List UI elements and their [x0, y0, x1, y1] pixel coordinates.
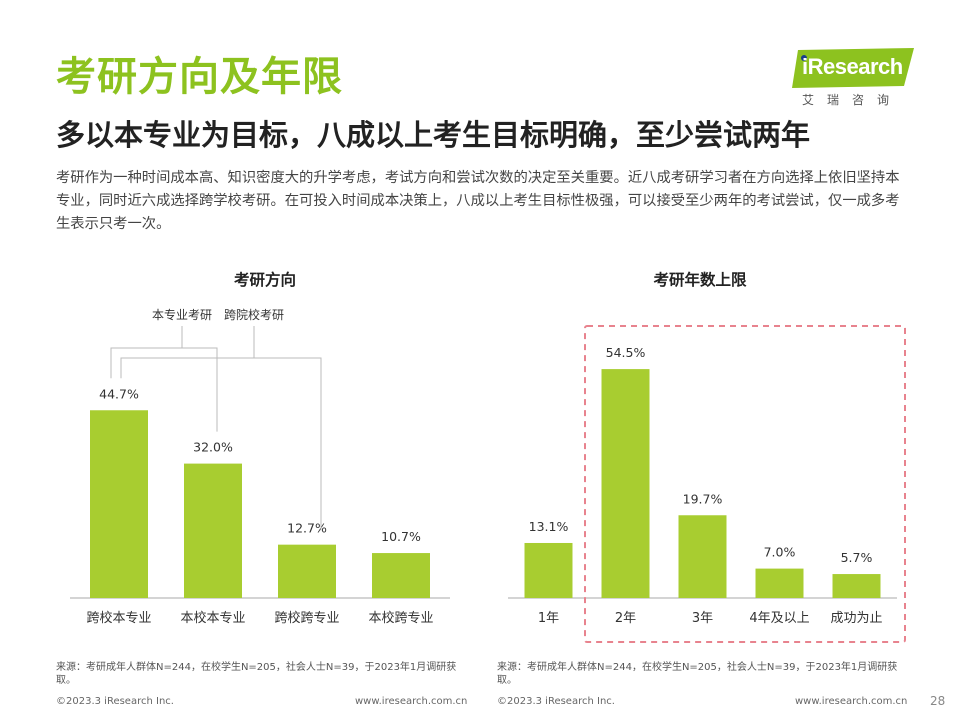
page-title: 考研方向及年限: [56, 54, 343, 100]
chart1-value-label-1: 32.0%: [193, 440, 233, 455]
chart1-bracket-cross-school: [120, 357, 322, 531]
chart1-value-label-3: 10.7%: [381, 529, 421, 544]
chart1-category-label-0: 跨校本专业: [86, 610, 151, 626]
chart1-value-label-0: 44.7%: [99, 386, 139, 401]
chart1-bar-1: [184, 463, 242, 598]
copyright-right: ©2023.3 iResearch Inc.: [497, 696, 615, 707]
charts-canvas: 44.7% 跨校本专业 32.0% 本校本专业 12.7% 跨校跨专业 10.7% 本校跨专业…: [70, 307, 906, 643]
chart1-bar-0: [90, 410, 148, 598]
chart2-bar-4: [832, 574, 881, 598]
chart2-category-label-3: 4年及以上: [749, 611, 809, 626]
logo-wordmark: iResearch: [802, 54, 903, 79]
page-number: 28: [930, 694, 946, 708]
logo-subtext: 艾瑞咨询: [802, 93, 903, 107]
url-right: www.iresearch.com.cn: [795, 696, 908, 707]
chart-years-title: 考研年数上限: [653, 271, 747, 289]
url-left: www.iresearch.com.cn: [355, 696, 468, 707]
chart1-bar-2: [278, 544, 336, 598]
chart2-value-label-2: 19.7%: [683, 491, 723, 506]
chart1-annotation-same-major: 本专业考研: [152, 307, 212, 322]
source-note-right: 来源：考研成年人群体N=244，在校学生N=205，社会人士N=39，于2023…: [497, 662, 898, 686]
chart-direction-title: 考研方向: [233, 271, 296, 289]
chart2-bar-3: [755, 568, 804, 598]
chart1-annotation-cross-school: 跨院校考研: [224, 307, 284, 322]
chart2-category-label-0: 1年: [538, 611, 559, 626]
chart2-category-label-1: 2年: [615, 611, 636, 626]
chart1-category-label-1: 本校本专业: [180, 610, 245, 626]
chart1-category-label-3: 本校跨专业: [368, 610, 433, 626]
summary-paragraph: 考研作为一种时间成本高、知识密度大的升学考虑，考试方向和尝试次数的决定至关重要。…: [56, 170, 900, 232]
chart1-category-label-2: 跨校跨专业: [274, 610, 339, 626]
chart1-bracket-same-major: [110, 347, 218, 432]
chart2-value-label-0: 13.1%: [529, 519, 569, 534]
chart2-bar-2: [678, 515, 727, 598]
page-subtitle: 多以本专业为目标，八成以上考生目标明确，至少尝试两年: [56, 118, 811, 152]
chart2-value-label-1: 54.5%: [606, 345, 646, 360]
chart2-highlight-box: [584, 325, 906, 643]
copyright-left: ©2023.3 iResearch Inc.: [56, 696, 174, 707]
chart1-value-label-2: 12.7%: [287, 521, 327, 536]
chart2-value-label-3: 7.0%: [764, 545, 796, 560]
chart2-value-label-4: 5.7%: [841, 550, 873, 565]
iresearch-logo: iResearch 艾瑞咨询: [792, 48, 916, 114]
chart1-bar-3: [372, 553, 430, 598]
source-note-left: 来源：考研成年人群体N=244，在校学生N=205，社会人士N=39，于2023…: [56, 662, 457, 686]
chart2-bar-1: [601, 369, 650, 598]
chart2-bar-0: [524, 542, 573, 598]
chart2-category-label-2: 3年: [692, 611, 713, 626]
logo-badge-icon: [792, 48, 914, 88]
chart2-category-label-4: 成功为止: [830, 611, 882, 626]
